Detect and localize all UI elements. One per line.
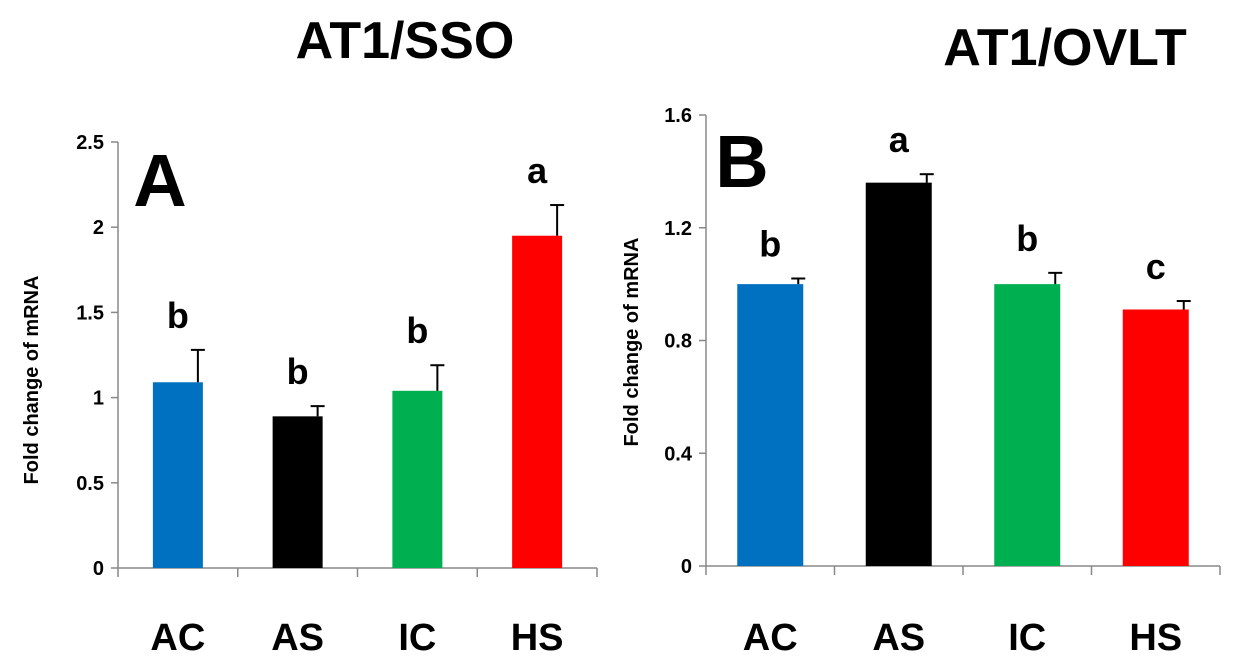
chart-b-y-tick-label: 0.4 bbox=[664, 443, 693, 465]
chart-b-y-tick-label: 0.8 bbox=[664, 331, 692, 353]
chart-a-panel-label: A bbox=[133, 139, 186, 222]
chart-a-y-tick-label: 2.5 bbox=[76, 132, 104, 154]
chart-b-bar-ic bbox=[994, 284, 1061, 566]
chart-a-plot-area: 0 0.5 1 1.5 2 2.5 b AC b AS b IC a HS bbox=[76, 132, 598, 656]
chart-b-category-label-hs: HS bbox=[1129, 617, 1182, 656]
chart-b-bar-ac bbox=[737, 284, 804, 566]
chart-b-panel-label: B bbox=[715, 120, 768, 203]
chart-b-y-axis-label: Fold change of mRNA bbox=[621, 238, 643, 447]
chart-b-category-label-as: AS bbox=[872, 617, 925, 656]
chart-b-category-label-ic: IC bbox=[1008, 617, 1046, 656]
chart-a-y-tick-label: 2 bbox=[93, 217, 104, 239]
chart-a-y-tick-label: 0.5 bbox=[76, 473, 104, 495]
chart-a-bar-hs bbox=[512, 235, 563, 568]
chart-b-significance-as: a bbox=[889, 119, 910, 160]
chart-a-category-label-ic: IC bbox=[398, 617, 436, 656]
chart-b-bar-as bbox=[865, 182, 932, 566]
chart-b-category-label-ac: AC bbox=[743, 617, 798, 656]
chart-b-y-tick-label: 0 bbox=[681, 556, 692, 578]
chart-a-bar-as bbox=[272, 416, 323, 568]
chart-a-y-axis-label: Fold change of mRNA bbox=[21, 276, 43, 485]
chart-a-y-tick-label: 1.5 bbox=[76, 302, 104, 324]
chart-a-y-tick-label: 0 bbox=[93, 558, 104, 580]
chart-a-significance-ic: b bbox=[406, 310, 428, 351]
chart-b-significance-ac: b bbox=[759, 223, 781, 264]
chart-b-y-tick-label: 1.2 bbox=[664, 218, 692, 240]
chart-b-plot-area: 0 0.4 0.8 1.2 1.6 b AC a AS b IC c HS bbox=[664, 105, 1221, 656]
chart-a-bar-ic bbox=[392, 390, 443, 568]
chart-b-y-tick-label: 1.6 bbox=[664, 105, 692, 127]
chart-b-title: AT1/OVLT bbox=[943, 19, 1187, 77]
chart-a-category-label-as: AS bbox=[271, 617, 324, 656]
chart-a-bar-ac bbox=[152, 382, 203, 568]
chart-a-category-label-ac: AC bbox=[150, 617, 205, 656]
chart-b-significance-hs: c bbox=[1146, 246, 1166, 287]
chart-b-significance-ic: b bbox=[1016, 218, 1038, 259]
chart-b-bar-hs bbox=[1122, 309, 1189, 566]
chart-a-significance-as: b bbox=[287, 351, 309, 392]
chart-a-title: AT1/SSO bbox=[296, 12, 515, 70]
chart-a-y-tick-label: 1 bbox=[93, 388, 104, 410]
chart-a-significance-ac: b bbox=[167, 295, 189, 336]
chart-a-category-label-hs: HS bbox=[511, 617, 564, 656]
chart-a-significance-hs: a bbox=[527, 150, 548, 191]
